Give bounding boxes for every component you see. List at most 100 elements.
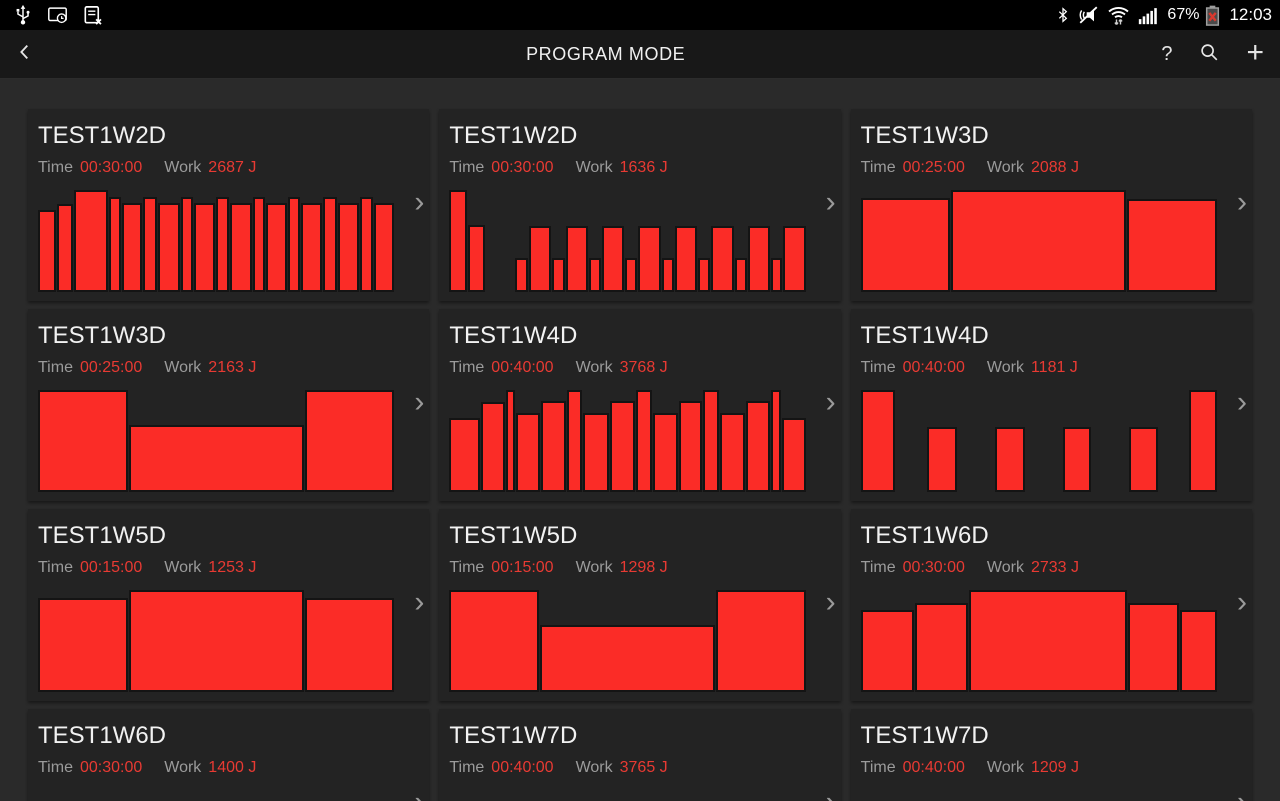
- page-title: PROGRAM MODE: [526, 43, 686, 64]
- chevron-right-icon: ›: [826, 787, 836, 801]
- interval-bar: [252, 196, 265, 292]
- time-label: Time: [449, 358, 485, 376]
- chevron-right-icon: ›: [1237, 185, 1247, 219]
- interval-bar: [515, 257, 529, 292]
- interval-bar: [449, 418, 480, 492]
- program-meta: Time 00:15:00 Work 1253 J: [38, 559, 419, 577]
- app-bar-actions: ? +: [1161, 35, 1280, 69]
- interval-bar: [230, 202, 252, 292]
- program-meta: Time 00:25:00 Work 2088 J: [861, 159, 1242, 177]
- interval-bar: [679, 400, 702, 492]
- time-value: 00:30:00: [491, 158, 554, 176]
- interval-bar: [128, 589, 304, 692]
- work-value: 2163 J: [208, 358, 257, 376]
- chevron-right-icon: ›: [414, 585, 425, 619]
- time-value: 00:40:00: [491, 358, 554, 376]
- program-name: TEST1W2D: [449, 122, 578, 149]
- interval-bar: [337, 202, 359, 292]
- status-bar-left: [8, 4, 104, 27]
- program-name: TEST1W4D: [860, 322, 989, 349]
- add-program-button[interactable]: +: [1246, 35, 1264, 69]
- interval-bar: [951, 189, 1127, 292]
- interval-bar: [747, 226, 770, 292]
- time-label: Time: [860, 158, 896, 176]
- program-card[interactable]: TEST1W7D Time 00:40:00 Work 3765 J ›: [439, 709, 841, 801]
- interval-chart: [860, 189, 1218, 292]
- work-label: Work: [986, 758, 1024, 776]
- interval-bar: [38, 389, 128, 492]
- interval-bar: [122, 202, 143, 292]
- interval-bar: [505, 389, 516, 492]
- program-card[interactable]: TEST1W2D Time 00:30:00 Work 1636 J ›: [439, 109, 841, 301]
- interval-bar: [565, 226, 589, 292]
- bluetooth-icon: [1055, 4, 1071, 26]
- program-name: TEST1W6D: [860, 522, 989, 549]
- interval-bar: [108, 196, 122, 292]
- work-label: Work: [164, 558, 202, 576]
- interval-bar: [781, 418, 806, 492]
- interval-bar: [860, 197, 951, 292]
- program-card[interactable]: TEST1W5D Time 00:15:00 Work 1253 J ›: [28, 509, 430, 701]
- work-value: 1209 J: [1030, 758, 1079, 776]
- program-card[interactable]: TEST1W4D Time 00:40:00 Work 3768 J ›: [439, 309, 841, 501]
- chevron-right-icon: ›: [825, 185, 836, 219]
- battery-error-icon: [1205, 4, 1220, 27]
- interval-chart: [38, 189, 395, 292]
- interval-bar: [746, 400, 771, 492]
- interval-bar: [783, 226, 806, 292]
- back-button[interactable]: [0, 41, 50, 68]
- interval-chart: [860, 589, 1218, 692]
- program-card[interactable]: TEST1W3D Time 00:25:00 Work 2088 J ›: [850, 109, 1252, 301]
- time-value: 00:40:00: [902, 758, 965, 776]
- work-label: Work: [164, 158, 202, 176]
- sim-missing-icon: [81, 4, 104, 27]
- program-card[interactable]: TEST1W6D Time 00:30:00 Work 1400 J ›: [28, 709, 430, 801]
- interval-chart: [449, 589, 806, 692]
- work-label: Work: [986, 558, 1024, 576]
- interval-bar: [734, 257, 747, 292]
- interval-bar: [698, 257, 710, 292]
- program-card[interactable]: TEST1W7D Time 00:40:00 Work 1209 J ›: [850, 709, 1252, 801]
- chevron-right-icon: ›: [825, 585, 836, 619]
- interval-chart: [449, 389, 806, 492]
- program-name: TEST1W7D: [860, 722, 989, 749]
- content-area: TEST1W2D Time 00:30:00 Work 2687 J › TES…: [0, 79, 1280, 801]
- program-name: TEST1W3D: [860, 122, 989, 149]
- time-value: 00:30:00: [79, 158, 143, 176]
- chevron-right-icon: ›: [1237, 385, 1247, 419]
- interval-bar: [1127, 198, 1218, 292]
- work-value: 1298 J: [619, 558, 668, 576]
- program-name: TEST1W5D: [38, 522, 167, 549]
- interval-bar: [265, 202, 287, 292]
- app-bar: PROGRAM MODE ? +: [0, 30, 1280, 79]
- time-label: Time: [449, 158, 485, 176]
- interval-bar: [74, 189, 108, 292]
- interval-bar: [449, 589, 539, 692]
- help-button[interactable]: ?: [1161, 43, 1173, 65]
- time-label: Time: [38, 158, 73, 176]
- interval-bar: [719, 413, 746, 492]
- interval-chart: [449, 790, 806, 801]
- program-card[interactable]: TEST1W3D Time 00:25:00 Work 2163 J ›: [28, 309, 430, 501]
- interval-bar: [566, 389, 583, 492]
- interval-bar: [128, 425, 304, 492]
- program-card[interactable]: TEST1W6D Time 00:30:00 Work 2733 J ›: [850, 509, 1252, 701]
- program-meta: Time 00:40:00 Work 1209 J: [861, 759, 1242, 777]
- program-card[interactable]: TEST1W4D Time 00:40:00 Work 1181 J ›: [850, 309, 1252, 501]
- time-label: Time: [860, 758, 896, 776]
- search-button[interactable]: [1198, 41, 1220, 68]
- program-card[interactable]: TEST1W2D Time 00:30:00 Work 2687 J ›: [28, 109, 430, 301]
- program-name: TEST1W3D: [38, 322, 167, 349]
- interval-bar: [516, 413, 541, 492]
- time-value: 00:40:00: [902, 358, 965, 376]
- interval-bar: [638, 226, 661, 292]
- interval-bar: [860, 610, 914, 692]
- interval-bar: [583, 413, 610, 492]
- program-card[interactable]: TEST1W5D Time 00:15:00 Work 1298 J ›: [439, 509, 841, 701]
- interval-bar: [860, 389, 896, 492]
- time-value: 00:25:00: [902, 158, 965, 176]
- interval-chart: [860, 389, 1218, 492]
- interval-bar: [301, 202, 323, 292]
- interval-bar: [652, 413, 679, 492]
- chevron-right-icon: ›: [825, 385, 836, 419]
